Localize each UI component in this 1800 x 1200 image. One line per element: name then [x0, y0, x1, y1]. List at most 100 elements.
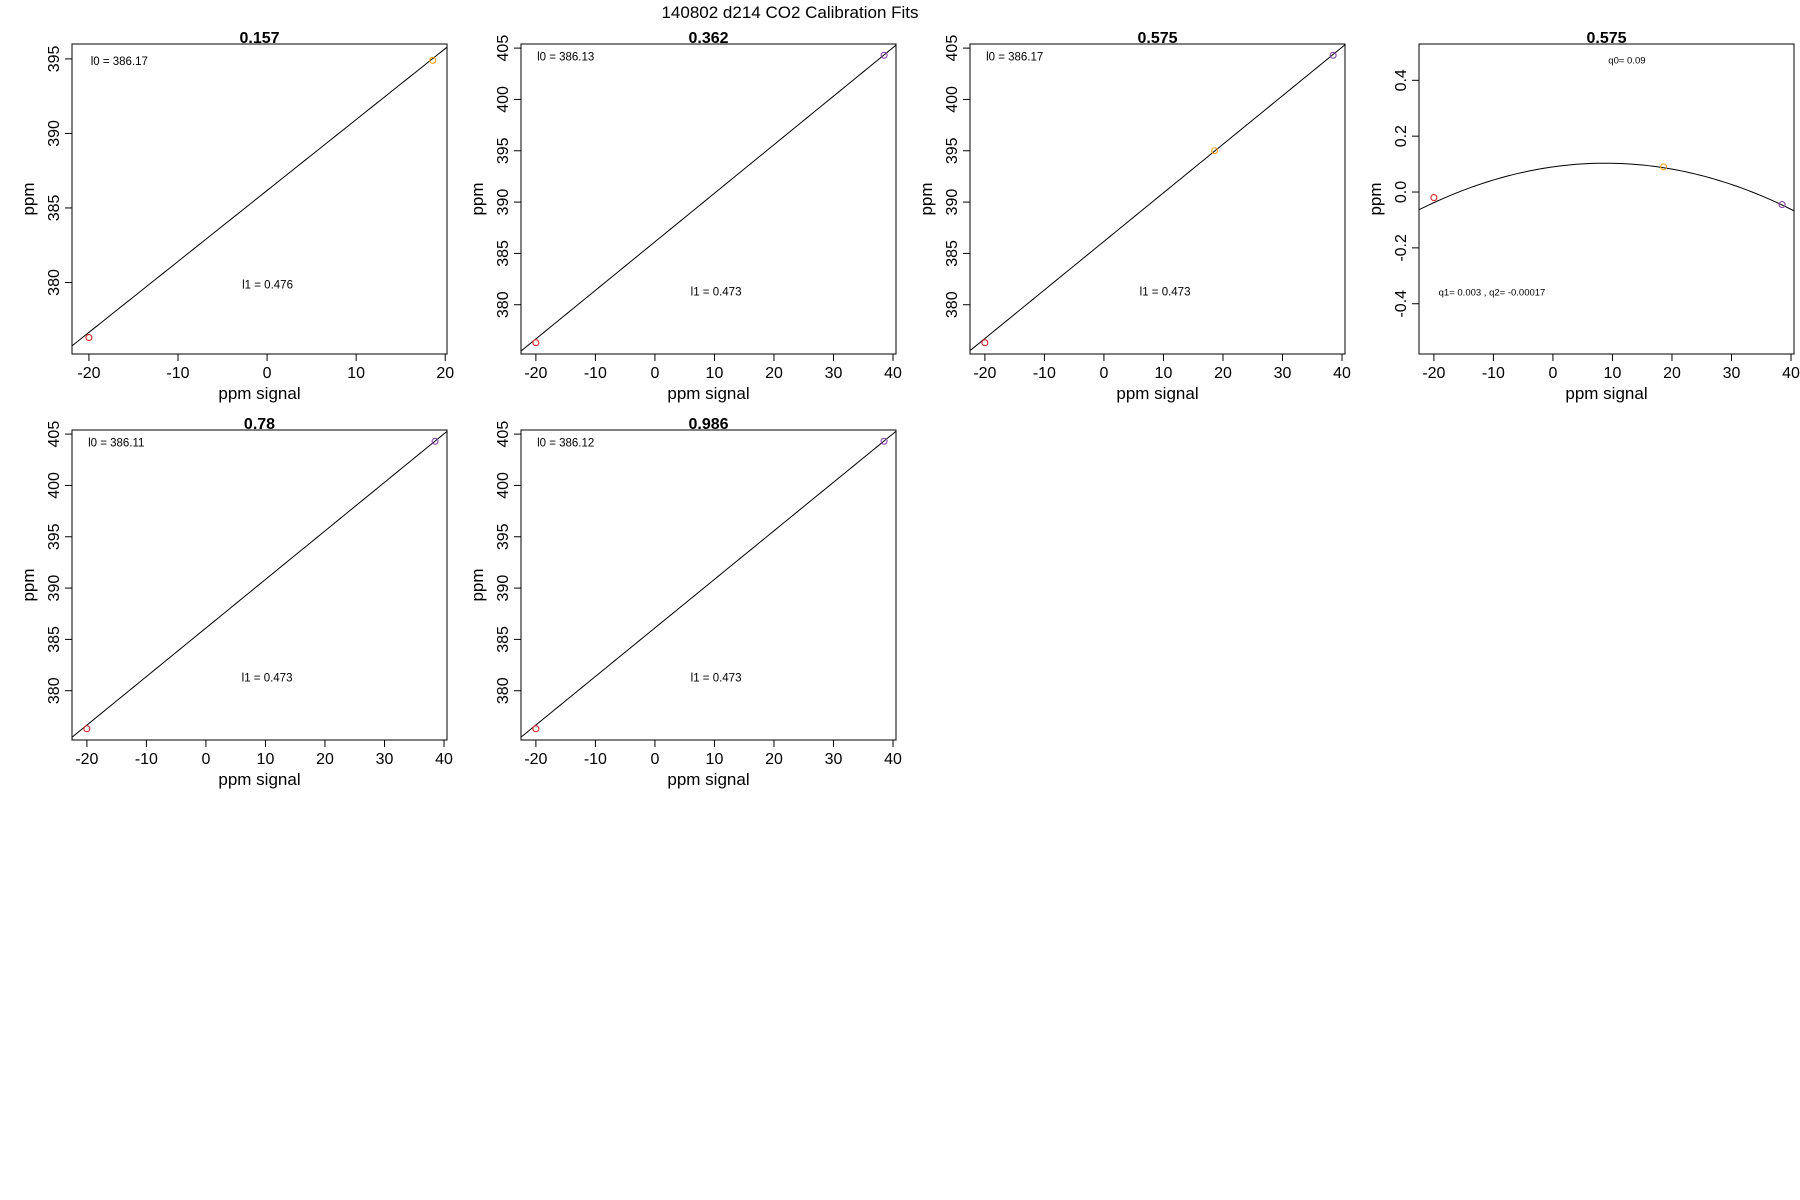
data-point [532, 339, 540, 347]
y-tick-label: 400 [46, 472, 63, 499]
calibration-panel-2: 0.362 -20 -10 0 10 20 30 40 380 385 390 395 400 405 pp… [468, 30, 902, 403]
data-point [880, 437, 888, 445]
y-tick-label: 385 [495, 626, 512, 653]
fit-line [72, 430, 447, 738]
y-tick-label: 395 [944, 137, 961, 164]
y-tick-label: -0.4 [1393, 290, 1410, 318]
x-tick-label: 10 [706, 751, 724, 768]
y-tick-label: 395 [46, 45, 63, 72]
x-tick-label: 20 [436, 365, 454, 382]
data-point [532, 725, 540, 733]
x-tick-label: -10 [1482, 365, 1505, 382]
x-tick-label: -10 [584, 751, 607, 768]
panel-title: 0.78 [244, 416, 275, 433]
data-point [1430, 194, 1438, 202]
x-tick-label: 0 [1548, 365, 1557, 382]
y-axis-label: ppm [19, 568, 38, 601]
data-point [83, 725, 91, 733]
fit-line [970, 44, 1345, 352]
y-tick-label: -0.2 [1393, 234, 1410, 262]
y-tick-label: 405 [46, 421, 63, 448]
fit-annotation: l1 = 0.473 [691, 672, 742, 684]
x-tick-label: -20 [75, 751, 98, 768]
data-point [1329, 51, 1337, 59]
x-tick-label: 40 [884, 365, 902, 382]
data-point [431, 437, 439, 445]
x-axis-label: ppm signal [218, 384, 300, 403]
fit-annotation: l1 = 0.473 [242, 672, 293, 684]
figure-title: 140802 d214 CO2 Calibration Fits [661, 3, 918, 22]
x-tick-label: 0 [1099, 365, 1108, 382]
x-tick-label: 30 [376, 751, 394, 768]
y-tick-label: 0.2 [1393, 125, 1410, 147]
x-tick-label: 20 [316, 751, 334, 768]
x-tick-label: 30 [1274, 365, 1292, 382]
y-tick-label: 405 [495, 35, 512, 62]
x-axis-label: ppm signal [667, 770, 749, 789]
x-tick-label: -20 [1422, 365, 1445, 382]
y-tick-label: 400 [944, 86, 961, 113]
data-point [1660, 163, 1668, 171]
fit-annotation: l1 = 0.473 [1140, 286, 1191, 298]
x-tick-label: 10 [347, 365, 365, 382]
panel-title: 0.986 [688, 416, 728, 433]
x-tick-label: 40 [1782, 365, 1800, 382]
x-tick-label: -10 [584, 365, 607, 382]
y-tick-label: 395 [46, 523, 63, 550]
calibration-panel-6: 0.986 -20 -10 0 10 20 30 40 380 385 390 395 400 405 pp… [468, 416, 902, 789]
fit-annotation: l0 = 386.13 [537, 51, 594, 63]
calibration-panel-3: 0.575 -20 -10 0 10 20 30 40 380 385 390 395 400 405 pp… [917, 30, 1351, 403]
y-tick-label: 400 [495, 86, 512, 113]
x-tick-label: 10 [1604, 365, 1622, 382]
x-tick-label: 30 [825, 365, 843, 382]
fit-line [521, 430, 896, 738]
x-tick-label: 0 [650, 751, 659, 768]
x-tick-label: 20 [1214, 365, 1232, 382]
x-axis-label: ppm signal [667, 384, 749, 403]
fit-curve [1419, 162, 1794, 212]
panel-title: 0.575 [1586, 30, 1626, 47]
fit-annotation: l0 = 386.12 [537, 437, 594, 449]
calibration-panel-5: 0.78 -20 -10 0 10 20 30 40 380 385 390 395 400 405 ppm… [19, 416, 453, 789]
plot-box [71, 43, 448, 355]
data-point [429, 56, 437, 64]
x-axis-label: ppm signal [218, 770, 300, 789]
x-tick-label: -20 [524, 751, 547, 768]
y-axis-label: ppm [468, 568, 487, 601]
y-tick-label: 380 [46, 269, 63, 296]
fit-annotation: l1 = 0.473 [691, 286, 742, 298]
x-tick-label: -10 [135, 751, 158, 768]
x-tick-label: 40 [1333, 365, 1351, 382]
x-tick-label: -20 [77, 365, 100, 382]
y-axis-label: ppm [917, 182, 936, 215]
y-tick-label: 385 [46, 626, 63, 653]
y-axis-label: ppm [1366, 182, 1385, 215]
panel-title: 0.157 [239, 30, 279, 47]
data-point [85, 334, 93, 342]
fit-annotation: l1 = 0.476 [242, 279, 293, 291]
x-tick-label: -20 [524, 365, 547, 382]
fit-annotation: q1= 0.003 , q2= -0.00017 [1439, 287, 1546, 298]
fit-line [521, 44, 896, 352]
calibration-panel-4: 0.575 -20 -10 0 10 20 30 40 -0.4 -0.2 0.0 0.2 0.4 ppm… [1366, 30, 1800, 403]
data-point [1211, 147, 1219, 155]
x-tick-label: -20 [973, 365, 996, 382]
panel-title: 0.575 [1137, 30, 1177, 47]
y-tick-label: 405 [944, 35, 961, 62]
y-tick-label: 380 [944, 291, 961, 318]
plot-box [969, 43, 1346, 355]
y-tick-label: 395 [495, 523, 512, 550]
x-tick-label: 20 [765, 365, 783, 382]
fit-annotation: l0 = 386.17 [91, 56, 148, 68]
fit-annotation: l0 = 386.17 [986, 51, 1043, 63]
fit-line [72, 46, 447, 347]
x-axis-label: ppm signal [1116, 384, 1198, 403]
y-tick-label: 390 [944, 189, 961, 216]
x-tick-label: 30 [825, 751, 843, 768]
y-tick-label: 0.4 [1393, 69, 1410, 91]
x-tick-label: 10 [1155, 365, 1173, 382]
x-tick-label: -10 [1033, 365, 1056, 382]
panel-grid: 0.157 -20 -10 0 10 20 380 385 390 395 ppm signal pp… [19, 30, 1800, 789]
x-tick-label: 40 [884, 751, 902, 768]
